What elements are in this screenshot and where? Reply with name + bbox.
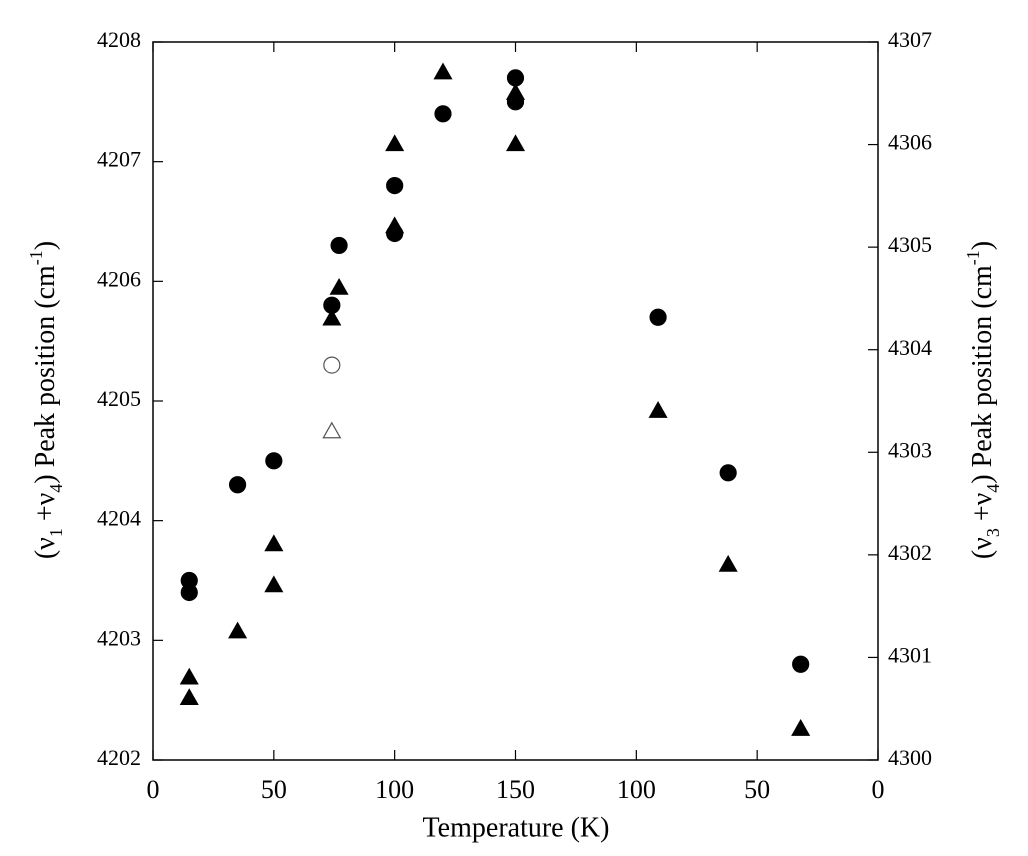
y-tick-label: 4206 (97, 266, 141, 291)
y2-tick-label: 4301 (888, 642, 932, 667)
label-script: -1 (26, 250, 46, 265)
y2-tick-label: 4302 (888, 540, 932, 565)
x-tick-label: 100 (617, 775, 656, 804)
triangle-point (264, 575, 284, 593)
y2-axis-label: (ν3 +ν4) Peak position (cm-1) (963, 241, 1003, 559)
y2-tick-label: 4306 (888, 130, 932, 155)
circle-point (180, 583, 198, 602)
label-part: (ν (30, 537, 61, 559)
circle-point (323, 356, 341, 374)
y-tick-label: 4205 (97, 386, 141, 411)
label-script: 4 (983, 484, 1003, 493)
label-part: (ν (967, 537, 998, 559)
label-part: ) Peak position (cm (30, 265, 61, 484)
triangle-point (179, 667, 199, 685)
circle-point (265, 452, 283, 470)
y2-tick-label: 4303 (888, 437, 932, 462)
y2-tick-label: 4300 (888, 745, 932, 770)
circle-point (792, 655, 810, 673)
label-script: 3 (983, 528, 1003, 537)
triangle-point (433, 62, 453, 80)
triangle-point (322, 421, 342, 439)
triangle-point (329, 277, 349, 295)
triangle-point (385, 134, 405, 152)
y2-tick-label: 4305 (888, 232, 932, 257)
label-script: 4 (46, 484, 66, 493)
x-tick-label: 100 (375, 775, 414, 804)
y2-tick-label: 4304 (888, 335, 932, 360)
triangle-point (648, 401, 668, 418)
x-tick-label: 0 (147, 775, 160, 804)
circle-point (719, 464, 737, 482)
triangle-point (791, 719, 811, 736)
label-part: ) (30, 241, 61, 250)
circle-point (434, 105, 452, 123)
triangle-point (228, 621, 248, 639)
x-tick-label: 150 (496, 775, 535, 804)
y2-tick-label: 4307 (888, 27, 932, 52)
triangle-point (264, 534, 284, 552)
label-part: +ν (30, 493, 61, 528)
y-tick-label: 4207 (97, 147, 141, 172)
label-part: ) Peak position (cm (967, 265, 998, 484)
triangle-point (385, 216, 405, 234)
label-part: +ν (967, 493, 998, 528)
y-axis-label: (ν1 +ν4) Peak position (cm-1) (26, 241, 66, 559)
circle-point (330, 236, 348, 255)
triangle-point (505, 134, 526, 152)
label-script: 1 (46, 528, 66, 537)
x-tick-label: 50 (261, 775, 287, 804)
x-tick-label: 0 (872, 775, 885, 804)
triangle-point (322, 308, 342, 326)
circle-point (649, 308, 667, 326)
y-tick-label: 4203 (97, 625, 141, 650)
label-script: -1 (963, 250, 983, 265)
y-tick-label: 4208 (97, 27, 141, 52)
x-tick-label: 50 (744, 775, 770, 804)
triangle-point (179, 688, 199, 706)
circle-point (386, 177, 404, 195)
x-axis-label: Temperature (K) (423, 812, 610, 843)
circle-point (228, 476, 247, 494)
label-part: ) (967, 241, 998, 250)
triangle-point (718, 554, 738, 572)
y-tick-label: 4204 (97, 506, 141, 531)
triangle-point (505, 83, 526, 100)
y-tick-label: 4202 (97, 745, 141, 770)
